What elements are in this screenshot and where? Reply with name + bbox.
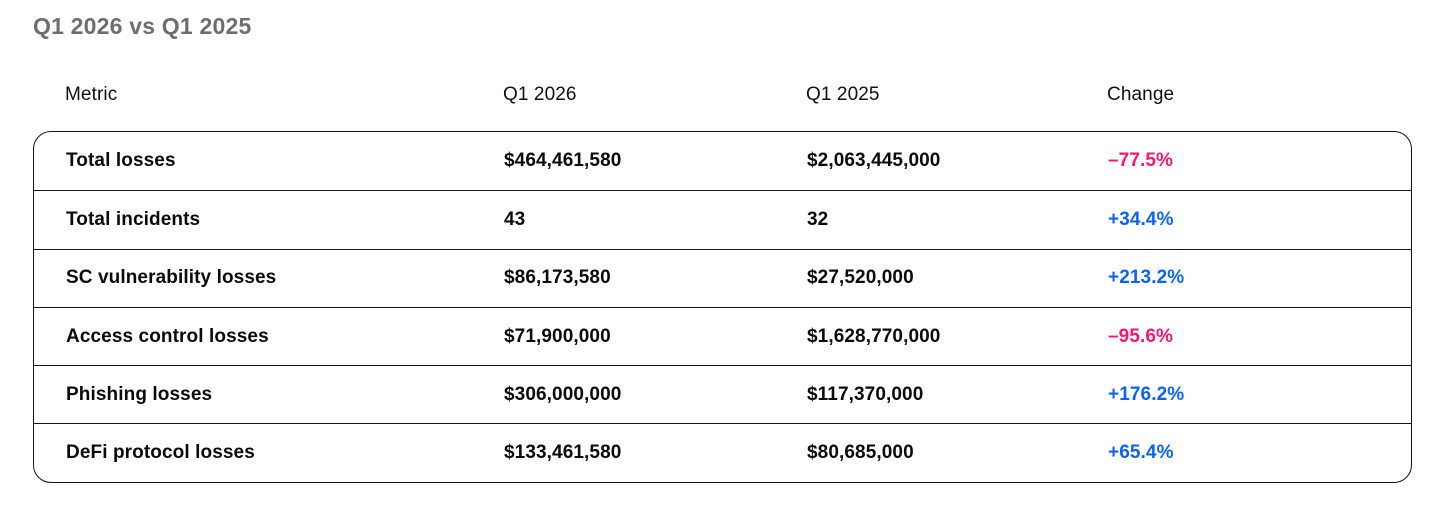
metric-cell: SC vulnerability losses	[66, 267, 277, 289]
q1-2026-cell: $306,000,000	[504, 383, 622, 405]
table-header-row: Metric Q1 2026 Q1 2025 Change	[33, 84, 1412, 106]
page-title: Q1 2026 vs Q1 2025	[33, 13, 252, 39]
q1-2025-cell: $80,685,000	[807, 442, 914, 464]
table-row: SC vulnerability losses $86,173,580 $27,…	[34, 248, 1411, 307]
change-cell: –95.6%	[1108, 325, 1174, 347]
change-cell: –77.5%	[1108, 150, 1174, 172]
comparison-table: Total losses $464,461,580 $2,063,445,000…	[33, 131, 1412, 483]
q1-2026-cell: $133,461,580	[504, 442, 622, 464]
metric-cell: Phishing losses	[66, 383, 213, 405]
q1-2025-cell: $27,520,000	[807, 267, 914, 289]
q1-2026-cell: 43	[504, 208, 526, 230]
q1-2025-cell: 32	[807, 208, 829, 230]
q1-2026-cell: $71,900,000	[504, 325, 611, 347]
column-header-q1-2025: Q1 2025	[806, 84, 880, 105]
table-row: Access control losses $71,900,000 $1,628…	[34, 306, 1411, 365]
table-row: DeFi protocol losses $133,461,580 $80,68…	[34, 423, 1411, 481]
change-cell: +176.2%	[1108, 383, 1185, 405]
change-cell: +65.4%	[1108, 442, 1174, 464]
column-header-q1-2026: Q1 2026	[503, 84, 577, 105]
q1-2026-cell: $86,173,580	[504, 267, 611, 289]
table-row: Phishing losses $306,000,000 $117,370,00…	[34, 365, 1411, 423]
change-cell: +213.2%	[1108, 267, 1185, 289]
column-header-change: Change	[1107, 84, 1175, 105]
metric-cell: Access control losses	[66, 325, 269, 347]
comparison-page: Q1 2026 vs Q1 2025 Metric Q1 2026 Q1 202…	[0, 12, 1445, 483]
q1-2025-cell: $117,370,000	[807, 383, 924, 405]
metric-cell: DeFi protocol losses	[66, 442, 255, 464]
q1-2025-cell: $2,063,445,000	[807, 150, 941, 172]
q1-2025-cell: $1,628,770,000	[807, 325, 941, 347]
metric-cell: Total losses	[66, 150, 176, 172]
metric-cell: Total incidents	[66, 208, 201, 230]
table-row: Total incidents 43 32 +34.4%	[34, 190, 1411, 248]
column-header-metric: Metric	[65, 84, 118, 105]
table-row: Total losses $464,461,580 $2,063,445,000…	[34, 132, 1411, 190]
change-cell: +34.4%	[1108, 208, 1174, 230]
q1-2026-cell: $464,461,580	[504, 150, 622, 172]
